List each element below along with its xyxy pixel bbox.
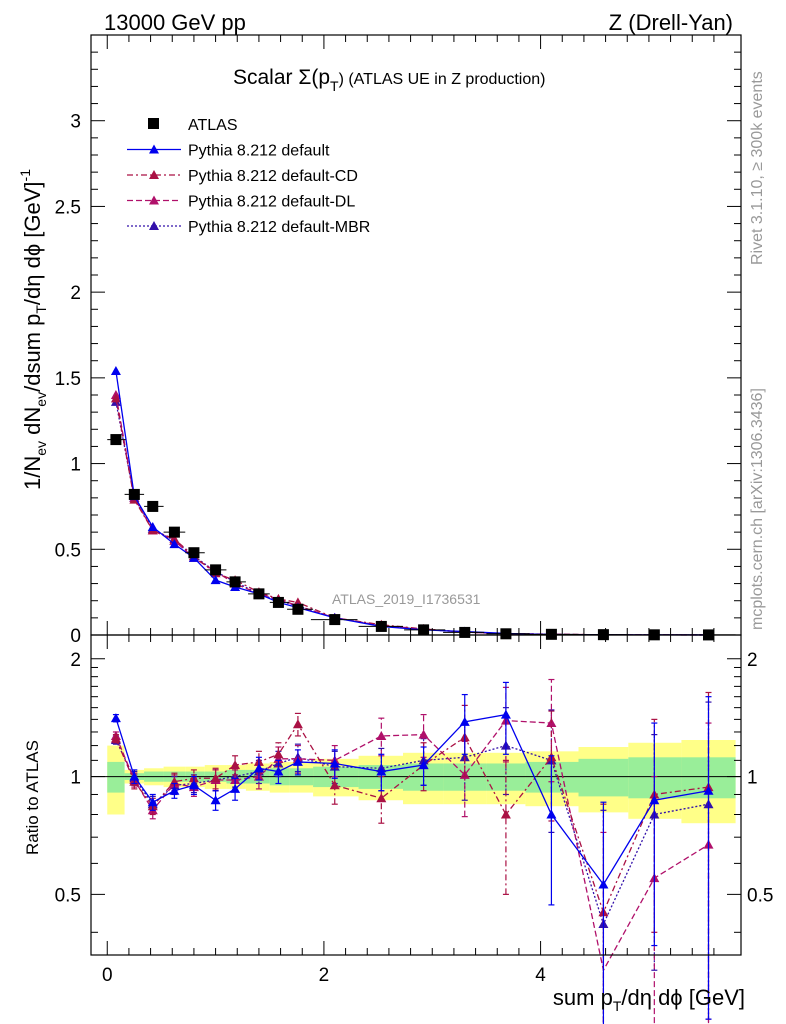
ratio-y-axis-label: Ratio to ATLAS [23,740,42,855]
ratio-point-marker [703,785,714,795]
header-right: Z (Drell-Yan) [609,10,733,35]
ratio-point-marker [253,763,264,773]
title-tail: ) (ATLAS UE in Z production) [339,71,546,88]
ratio-point-marker [273,749,284,759]
legend-marker-triangle [149,170,159,179]
ratio-point-marker [292,756,303,766]
ratio-point-marker [230,783,241,793]
legend-marker-triangle [149,144,159,154]
axes: 0 0.5 1 1.5 2 2.5 3 0 2 4 0.5 0.5 1 1 2 2 [55,35,773,986]
ratio-point-marker [210,773,221,783]
series-2 [110,393,714,1024]
ratio-point-marker [546,809,557,819]
ratio-point-marker [418,729,429,739]
ratio-point-marker [500,809,511,819]
main-point-marker [110,366,121,375]
ratio-y-tick-label: 1 [70,768,81,789]
main-point-marker [110,393,121,403]
ratio-point-marker [110,733,121,743]
series-4 [110,396,714,1024]
main-point-marker [147,522,158,531]
ratio-y-tick-label-right: 2 [747,650,758,671]
green-band-segment [107,761,125,793]
x-tick-label: 4 [535,965,546,986]
y-tick-label: 2 [70,283,81,304]
ratio-point-marker [598,879,609,889]
ratio-point-marker [418,760,429,770]
y-tick-label: 0 [70,626,81,647]
legend: ATLAS Pythia 8.212 default Pythia 8.212 de… [127,117,370,236]
legend-marker-triangle [149,195,159,205]
legend-entry-2: Pythia 8.212 default-CD [127,168,358,185]
ratio-point-marker [329,758,340,768]
legend-entry-3: Pythia 8.212 default-DL [127,194,355,211]
main-point-marker [210,575,221,585]
ratio-point-marker [110,713,121,723]
y-tick-label: 0.5 [55,540,81,561]
header-left: 13000 GeV pp [104,10,246,35]
analysis-watermark: ATLAS_2019_I1736531 [332,591,481,607]
main-point-marker [169,539,180,549]
legend-label: Pythia 8.212 default-CD [188,168,358,185]
ratio-point-marker [129,771,140,781]
ratio-point-marker [169,785,180,795]
ratio-y-tick-label: 0.5 [55,885,81,906]
ratio-point-marker [329,780,340,790]
series-1 [110,366,714,1024]
ratio-point-marker [292,719,303,729]
rivet-label: Rivet 3.1.10, ≥ 300k events [749,71,766,265]
legend-entry-4: Pythia 8.212 default-MBR [127,219,370,236]
data-series [107,366,736,1024]
legend-label: Pythia 8.212 default-MBR [188,219,370,236]
mcplots-label: mcplots.cern.ch [arXiv:1306.3436] [749,388,766,630]
legend-entry-0: ATLAS [148,117,238,134]
ratio-point-marker [649,795,660,805]
ratio-point-marker [147,797,158,807]
y-axis-label: 1/Nev dNev/dsum pT/dη dϕ [GeV]-1 [17,169,49,490]
x-axis-label: sum pT/dη dϕ [GeV] [553,985,745,1014]
series-3 [110,390,714,1024]
title-main: Scalar Σ(p [233,66,330,89]
legend-label: Pythia 8.212 default [188,143,330,160]
ratio-uncertainty-bands [91,740,741,824]
ratio-point-marker [459,716,470,726]
x-tick-label: 0 [102,965,113,986]
ratio-y-tick-label-right: 1 [747,768,758,789]
ratio-point-marker [376,766,387,776]
y-tick-label: 1 [70,455,81,476]
title-sub: T [330,78,339,94]
y-tick-label: 1.5 [55,369,81,390]
ratio-y-tick-label-right: 0.5 [747,885,773,906]
ratio-point-marker [376,730,387,740]
legend-entry-1: Pythia 8.212 default [127,143,330,160]
main-point-marker [169,534,180,543]
ratio-point-marker [376,793,387,803]
ratio-y-tick-label: 2 [70,650,81,671]
green-band-segment [578,758,629,797]
legend-label: ATLAS [188,117,238,134]
ratio-point-marker [273,766,284,776]
y-tick-label: 2.5 [55,197,81,218]
legend-label: Pythia 8.212 default-DL [188,194,355,211]
y-tick-label: 3 [70,112,81,133]
ratio-point-marker [500,709,511,719]
ratio-plot-frame [90,634,742,956]
chart-title: Scalar Σ(pT) (ATLAS UE in Z production) [233,66,545,94]
legend-marker-square [148,118,159,129]
x-tick-label: 2 [319,965,330,986]
ratio-point-marker [210,795,221,805]
ratio-point-marker [188,780,199,790]
atlas-data [107,434,736,641]
legend-marker-triangle [149,221,159,230]
ratio-point-marker [230,760,241,770]
